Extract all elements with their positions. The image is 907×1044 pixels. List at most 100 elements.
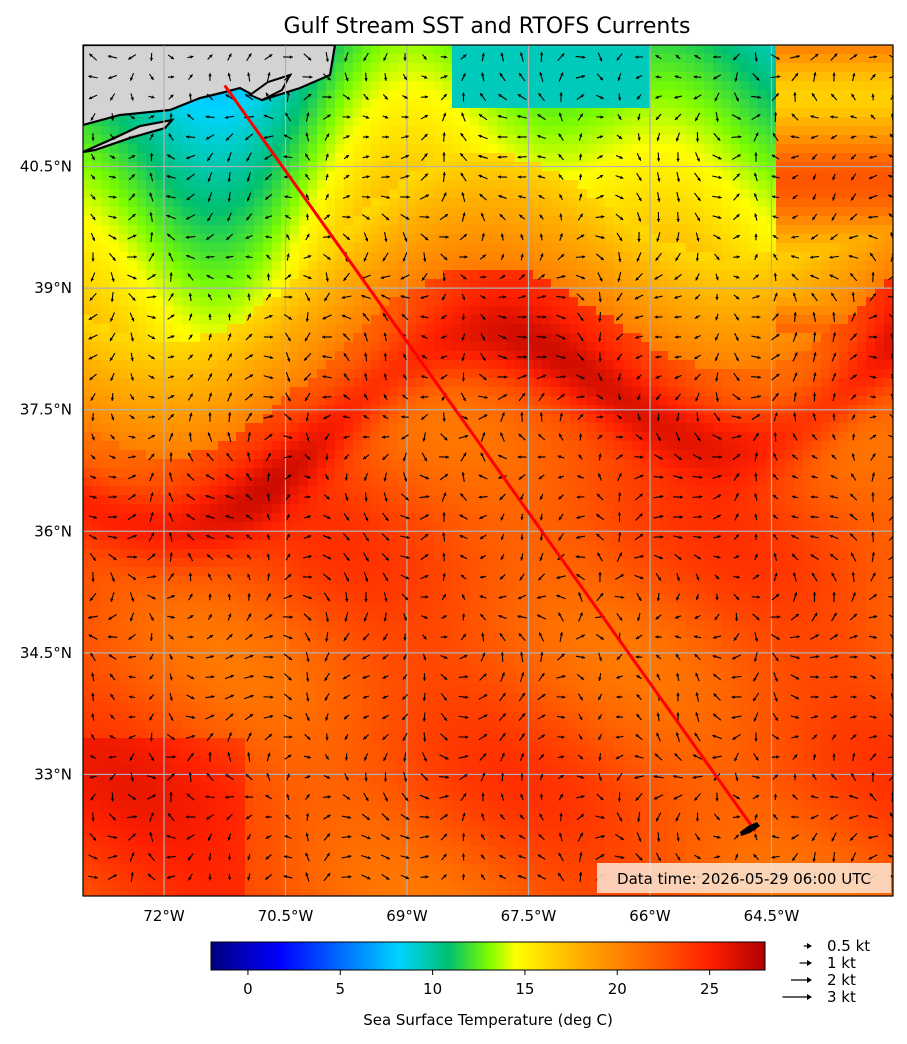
sst-cell xyxy=(83,189,93,199)
sst-cell xyxy=(137,495,147,505)
sst-cell xyxy=(614,369,624,379)
sst-cell xyxy=(785,360,795,370)
sst-cell xyxy=(479,396,489,406)
sst-cell xyxy=(578,279,588,289)
sst-cell xyxy=(506,126,516,136)
sst-cell xyxy=(119,297,129,307)
sst-cell xyxy=(200,315,210,325)
sst-cell xyxy=(245,378,255,388)
sst-cell xyxy=(371,234,381,244)
sst-cell xyxy=(641,198,651,208)
sst-cell xyxy=(812,108,822,118)
sst-cell xyxy=(812,216,822,226)
sst-cell xyxy=(839,441,849,451)
sst-cell xyxy=(866,468,876,478)
sst-cell xyxy=(470,180,480,190)
sst-cell xyxy=(668,306,678,316)
sst-cell xyxy=(713,54,723,64)
sst-cell xyxy=(470,288,480,298)
sst-cell xyxy=(659,207,669,217)
sst-cell xyxy=(128,306,138,316)
sst-cell xyxy=(812,117,822,127)
sst-cell xyxy=(839,189,849,199)
sst-cell xyxy=(164,207,174,217)
sst-cell xyxy=(209,261,219,271)
sst-cell xyxy=(128,531,138,541)
sst-cell xyxy=(722,387,732,397)
sst-cell xyxy=(101,513,111,523)
sst-cell xyxy=(371,252,381,262)
sst-cell xyxy=(83,360,93,370)
sst-cell xyxy=(839,45,849,55)
sst-cell xyxy=(785,504,795,514)
sst-cell xyxy=(137,189,147,199)
sst-cell xyxy=(461,270,471,280)
sst-cell xyxy=(533,342,543,352)
sst-cell xyxy=(677,495,687,505)
sst-cell xyxy=(884,144,893,154)
sst-cell xyxy=(794,450,804,460)
sst-cell xyxy=(119,117,129,127)
sst-cell xyxy=(758,351,768,361)
sst-cell xyxy=(218,288,228,298)
sst-cell xyxy=(344,288,354,298)
sst-cell xyxy=(200,126,210,136)
sst-cell xyxy=(803,90,813,100)
sst-cell xyxy=(704,369,714,379)
sst-cell xyxy=(101,387,111,397)
sst-cell xyxy=(470,270,480,280)
sst-cell xyxy=(803,135,813,145)
sst-cell xyxy=(578,99,588,109)
sst-cell xyxy=(749,180,759,190)
sst-cell xyxy=(443,315,453,325)
sst-cell xyxy=(722,261,732,271)
sst-cell xyxy=(416,189,426,199)
sst-cell xyxy=(344,144,354,154)
sst-cell xyxy=(794,54,804,64)
sst-cell xyxy=(776,504,786,514)
sst-cell xyxy=(263,135,273,145)
sst-cell xyxy=(110,387,120,397)
sst-cell xyxy=(614,468,624,478)
sst-cell xyxy=(812,63,822,73)
sst-cell xyxy=(668,342,678,352)
sst-cell xyxy=(137,288,147,298)
sst-cell xyxy=(740,81,750,91)
sst-cell xyxy=(371,540,381,550)
sst-cell xyxy=(848,468,858,478)
sst-cell xyxy=(758,513,768,523)
sst-cell xyxy=(164,234,174,244)
sst-cell xyxy=(452,540,462,550)
sst-cell xyxy=(668,279,678,289)
sst-cell xyxy=(407,432,417,442)
sst-cell xyxy=(632,54,642,64)
sst-cell xyxy=(740,234,750,244)
sst-cell xyxy=(101,225,111,235)
sst-cell xyxy=(155,486,165,496)
sst-cell xyxy=(713,216,723,226)
sst-cell xyxy=(470,441,480,451)
sst-cell xyxy=(803,324,813,334)
sst-cell xyxy=(461,90,471,100)
sst-cell xyxy=(110,207,120,217)
sst-cell xyxy=(758,216,768,226)
sst-cell xyxy=(425,387,435,397)
sst-cell xyxy=(398,486,408,496)
sst-cell xyxy=(857,414,867,424)
sst-cell xyxy=(551,90,561,100)
sst-cell xyxy=(740,351,750,361)
sst-cell xyxy=(371,216,381,226)
sst-cell xyxy=(596,477,606,487)
sst-cell xyxy=(182,540,192,550)
sst-cell xyxy=(362,387,372,397)
sst-cell xyxy=(209,387,219,397)
sst-cell xyxy=(587,252,597,262)
sst-cell xyxy=(704,522,714,532)
sst-cell xyxy=(614,450,624,460)
sst-cell xyxy=(659,45,669,55)
sst-cell xyxy=(776,171,786,181)
sst-cell xyxy=(569,432,579,442)
sst-cell xyxy=(272,351,282,361)
sst-cell xyxy=(614,171,624,181)
sst-cell xyxy=(362,180,372,190)
